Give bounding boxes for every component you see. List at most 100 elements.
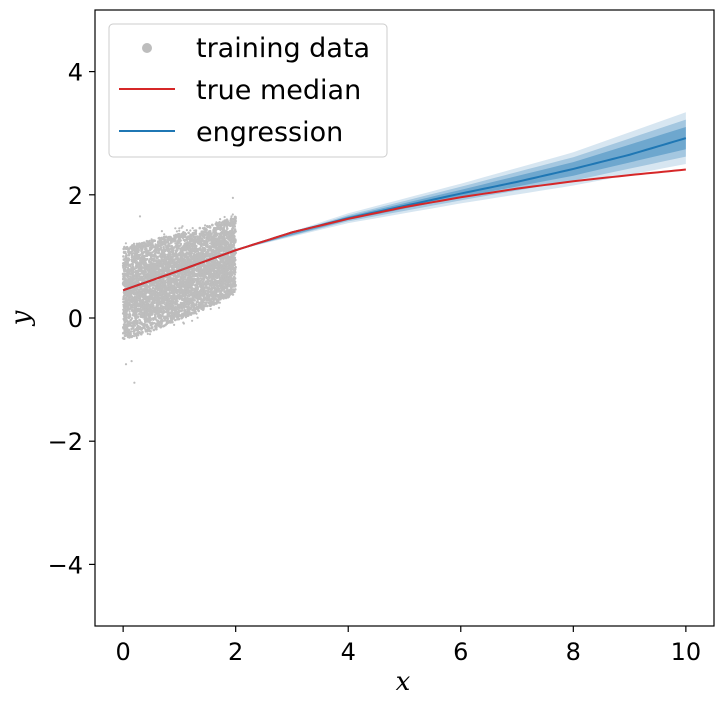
training-data-point [202, 293, 206, 297]
training-data-point [124, 269, 127, 273]
training-data-point [165, 286, 169, 289]
training-data-point [168, 291, 171, 295]
training-data-point [130, 255, 134, 259]
training-data-point [196, 316, 199, 319]
training-data-point [132, 278, 136, 282]
training-data-point [193, 248, 196, 252]
training-data-point [148, 333, 152, 336]
training-data-point [171, 258, 175, 261]
training-data-point [138, 318, 141, 322]
training-data-point [175, 230, 178, 233]
training-data-point [148, 300, 151, 303]
training-data-point [177, 282, 180, 286]
training-data-point [223, 224, 226, 227]
training-data-point [209, 242, 212, 245]
training-data-point [129, 295, 132, 298]
training-data-point [226, 227, 229, 230]
training-data-point [190, 280, 193, 284]
training-data-point [216, 273, 219, 276]
training-data-point [201, 259, 204, 262]
training-data-point [179, 305, 182, 308]
training-data-point [213, 265, 217, 269]
training-data-point [207, 286, 210, 289]
training-data-point [131, 298, 135, 301]
training-data-point [130, 330, 133, 333]
training-data-point [149, 312, 153, 315]
training-data-point [140, 308, 143, 312]
training-data-point [139, 287, 143, 291]
training-data-point [154, 259, 158, 263]
training-data-point [154, 299, 158, 302]
training-data-point [159, 281, 162, 285]
training-data-point [182, 322, 185, 325]
training-data-point [169, 315, 173, 319]
training-data-point [138, 312, 141, 316]
training-data-point [159, 325, 163, 328]
training-data-point [149, 247, 152, 251]
training-data-point [155, 296, 158, 300]
training-data-point [192, 277, 196, 281]
training-data-point [183, 303, 186, 306]
training-data-point [123, 293, 127, 297]
training-data-point [162, 324, 166, 328]
training-data-point [225, 218, 229, 221]
training-data-point [234, 288, 237, 291]
training-data-point [191, 273, 195, 277]
quantile-band [235, 112, 686, 251]
training-data-point [172, 262, 176, 265]
training-data-point [172, 274, 176, 277]
training-data-point [174, 249, 178, 252]
training-data-point [222, 250, 226, 253]
training-data-point [144, 291, 147, 295]
training-data-point [227, 258, 230, 261]
training-data-point [160, 248, 163, 251]
training-data-point [123, 314, 126, 318]
training-data-point [164, 235, 168, 239]
training-data-point [130, 317, 134, 320]
training-data-point [230, 215, 233, 218]
training-data-point [141, 331, 144, 334]
training-data-point [125, 259, 129, 263]
training-data-point [204, 292, 208, 296]
training-data-point [195, 312, 198, 315]
training-data-point [136, 261, 139, 265]
training-data-point [128, 264, 132, 268]
training-data-point [204, 224, 207, 227]
training-data-point [230, 253, 233, 257]
training-data-point [144, 258, 148, 261]
training-data-point [124, 242, 127, 245]
training-data-point [192, 235, 196, 239]
training-data-point [167, 298, 171, 302]
training-data-point [165, 246, 168, 249]
training-data-point [160, 318, 164, 322]
training-data-point [122, 255, 125, 258]
training-data-point [195, 269, 198, 272]
training-data-point [161, 263, 164, 266]
training-data-point [221, 258, 224, 262]
training-data-point [143, 293, 147, 297]
training-data-point [144, 330, 148, 333]
training-data-point [232, 290, 236, 293]
training-data-point [134, 289, 137, 292]
training-data-point [196, 275, 199, 278]
training-data-point [155, 294, 159, 298]
training-data-point [138, 275, 141, 278]
training-data-point [212, 267, 216, 271]
training-data-point [144, 262, 148, 266]
training-data-point [146, 244, 150, 248]
training-data-point [206, 241, 209, 244]
training-data-point [187, 245, 191, 249]
training-data-point [201, 234, 205, 238]
training-data-point [171, 317, 174, 321]
training-data-point [213, 243, 217, 247]
training-data-point [219, 218, 222, 221]
training-data-point [147, 270, 150, 273]
training-data-point [198, 269, 202, 272]
training-data-point [178, 227, 181, 230]
training-data-point [150, 284, 154, 287]
training-data-point [205, 238, 208, 241]
training-data-point [186, 248, 189, 251]
training-data-point [160, 320, 164, 324]
training-data-point [127, 264, 130, 267]
training-data-point [128, 310, 131, 313]
